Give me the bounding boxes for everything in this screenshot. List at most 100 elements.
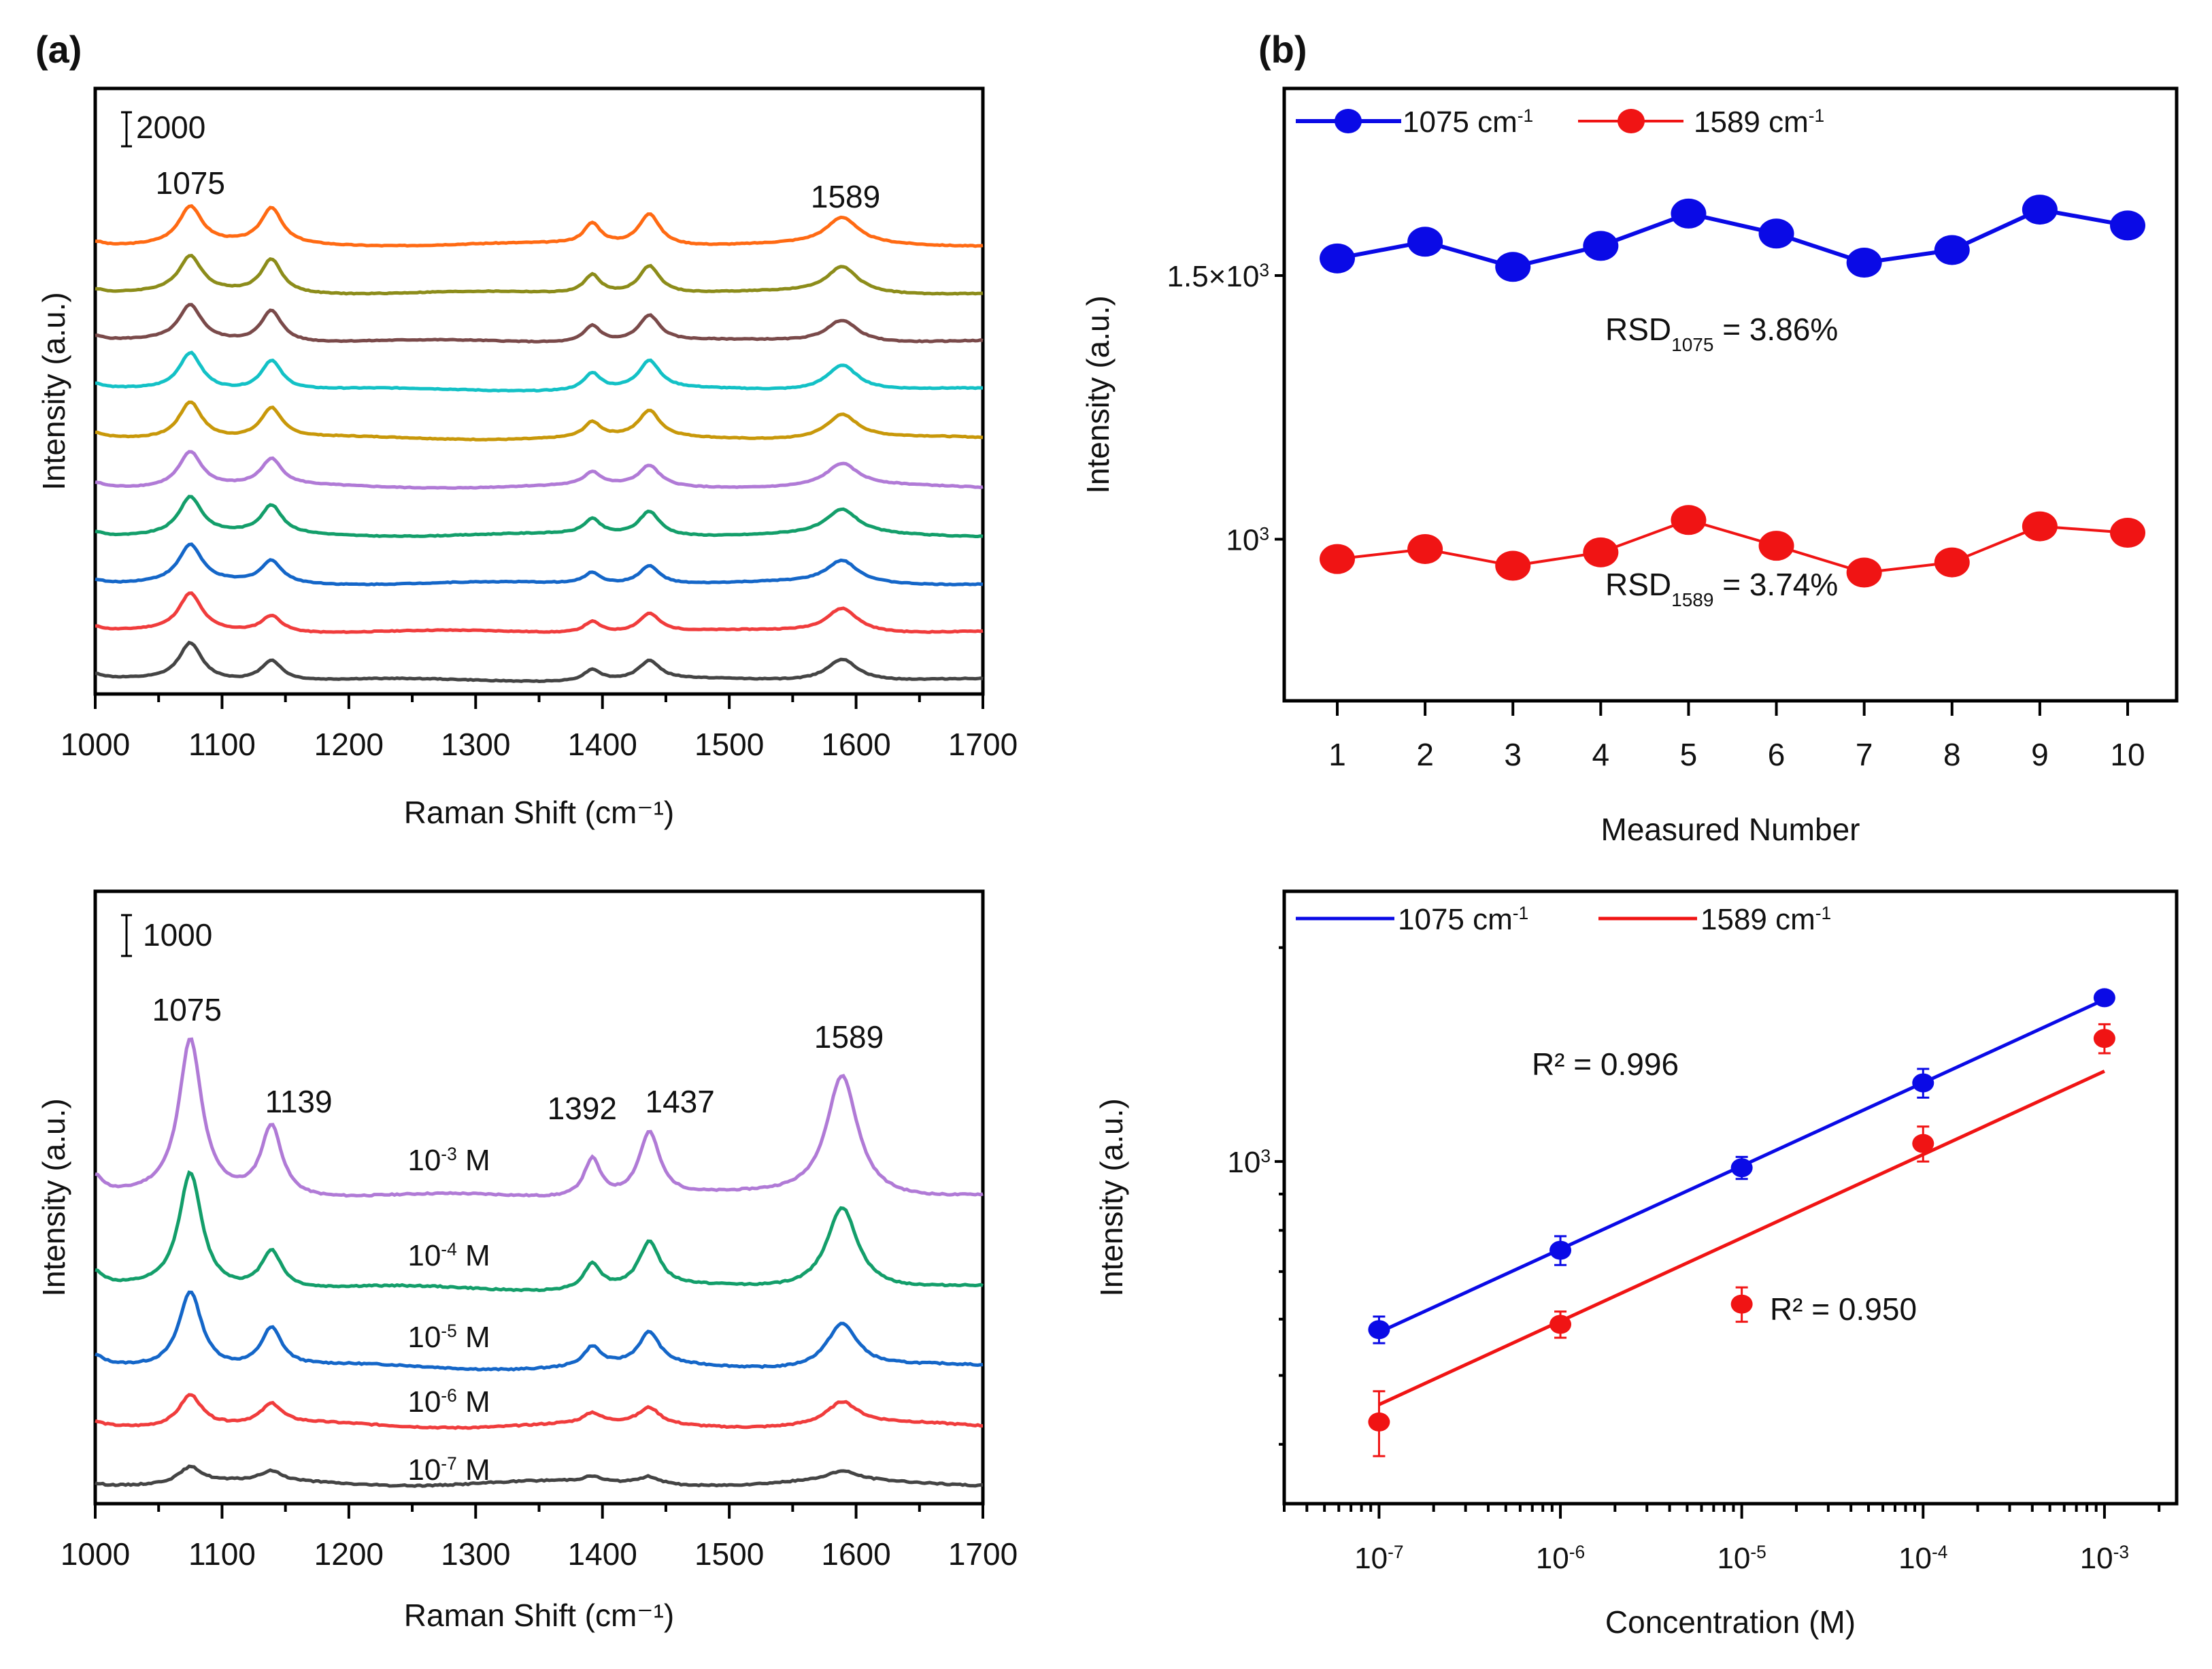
- x-tick-label: 1200: [314, 1536, 384, 1572]
- data-point: [1758, 218, 1794, 249]
- legend-label-1589: 1589 cm-1: [1694, 105, 1824, 139]
- peak-label: 1075: [156, 165, 225, 201]
- spectrum-line-6: [95, 450, 984, 490]
- rsd-annotation: RSD1075 = 3.86%: [1605, 312, 1838, 355]
- spectrum-line-8: [95, 542, 984, 586]
- peak-label: 1589: [814, 1019, 884, 1055]
- legend-marker-1075: [1335, 109, 1362, 133]
- x-tick-label: 10-4: [1898, 1542, 1947, 1575]
- x-tick-label: 6: [1768, 737, 1786, 772]
- spectrum-line-4: [95, 350, 983, 393]
- data-point: [1407, 227, 1443, 257]
- series-line-0: [1337, 207, 2128, 269]
- spectrum-line-10: [95, 640, 984, 684]
- data-point: [2022, 195, 2058, 225]
- spectrum-line-2: [95, 253, 984, 296]
- spectrum-line--5: [95, 1290, 984, 1372]
- x-tick-label: 9: [2031, 737, 2049, 772]
- plot-frame-reproducibility: [1282, 86, 2179, 703]
- data-point: [1549, 1315, 1572, 1334]
- peak-label: 1075: [152, 992, 222, 1027]
- x-tick-label: 1600: [821, 1536, 890, 1572]
- y-tick-label: 1.5×103: [1167, 260, 1270, 293]
- data-point: [1320, 243, 1355, 274]
- x-tick-label: 10-7: [1354, 1542, 1403, 1575]
- spectrum-line-7: [95, 495, 984, 538]
- data-point: [2093, 988, 2115, 1008]
- rsd-annotation: RSD1589 = 3.74%: [1605, 567, 1838, 610]
- data-point: [1320, 544, 1355, 574]
- plot-frame-calibration: [1282, 889, 2179, 1506]
- legend-label-1075: 1075 cm-1: [1398, 903, 1528, 936]
- x-tick-label: 3: [1504, 737, 1522, 772]
- data-point: [1934, 235, 1970, 265]
- data-point: [1368, 1320, 1390, 1340]
- y-axis-label: Intensity (a.u.): [1080, 295, 1116, 493]
- concentration-label: 10-4 M: [407, 1239, 490, 1272]
- data-point: [1549, 1240, 1572, 1260]
- x-tick-label: 1400: [568, 1536, 637, 1572]
- data-point: [1730, 1158, 1753, 1178]
- x-axis-label: Concentration (M): [1605, 1604, 1856, 1640]
- r-squared-annotation: R² = 0.950: [1770, 1291, 1917, 1327]
- panel-label-b: (b): [1258, 28, 1307, 71]
- peak-label: 1392: [548, 1091, 617, 1126]
- peak-label: 1139: [265, 1084, 333, 1119]
- spectrum-line-3: [95, 303, 984, 344]
- panel-label-a: (a): [35, 28, 82, 71]
- plot-frame-spectra-concentration: [93, 889, 985, 1506]
- data-point: [1730, 1294, 1753, 1314]
- x-tick-label: 10-3: [2080, 1542, 2129, 1575]
- data-point: [2110, 210, 2145, 241]
- data-point: [1912, 1073, 1934, 1093]
- spectrum-line--6: [95, 1393, 983, 1430]
- x-tick-label: 2: [1416, 737, 1434, 772]
- data-point: [2093, 1029, 2115, 1048]
- y-axis-label: Intensity (a.u.): [1094, 1098, 1129, 1296]
- x-tick-label: 1300: [441, 1536, 510, 1572]
- x-tick-label: 5: [1680, 737, 1698, 772]
- x-tick-label: 10-5: [1717, 1542, 1766, 1575]
- spectrum-line--3: [95, 1037, 984, 1198]
- data-point: [1934, 547, 1970, 578]
- spectrum-line-9: [95, 591, 984, 634]
- x-tick-label: 4: [1592, 737, 1610, 772]
- spectrum-line--4: [95, 1170, 984, 1293]
- x-axis-label: Raman Shift (cm⁻¹): [404, 795, 674, 830]
- x-tick-label: 1000: [61, 727, 130, 762]
- data-point: [1846, 557, 1882, 588]
- data-point: [1758, 531, 1794, 561]
- y-tick-label: 103: [1227, 1146, 1271, 1179]
- data-point: [2022, 511, 2058, 542]
- x-tick-label: 1700: [948, 727, 1018, 762]
- y-tick-label: 103: [1226, 524, 1269, 557]
- data-point: [1671, 198, 1707, 229]
- data-point: [1495, 252, 1531, 282]
- legend-label-1075: 1075 cm-1: [1403, 105, 1533, 139]
- x-tick-label: 1100: [188, 1536, 256, 1572]
- x-tick-label: 1100: [188, 727, 256, 762]
- spectrum-line-1: [95, 204, 984, 248]
- data-point: [1912, 1134, 1934, 1153]
- y-axis-label: Intensity (a.u.): [36, 1098, 71, 1296]
- scale-bar-label: 2000: [136, 110, 205, 145]
- x-axis-label: Measured Number: [1601, 812, 1860, 847]
- spectrum-line-5: [95, 400, 984, 442]
- data-point: [1368, 1412, 1390, 1432]
- legend-label-1589: 1589 cm-1: [1700, 903, 1831, 936]
- legend-marker-1589: [1618, 109, 1645, 133]
- concentration-label: 10-5 M: [407, 1321, 490, 1354]
- scale-bar-label: 1000: [143, 917, 212, 953]
- x-tick-label: 10: [2110, 737, 2145, 772]
- x-tick-label: 1700: [948, 1536, 1018, 1572]
- peak-label: 1589: [811, 179, 880, 214]
- fit-line-1: [1378, 1070, 2105, 1406]
- x-tick-label: 1400: [568, 727, 637, 762]
- data-point: [1407, 533, 1443, 564]
- concentration-label: 10-6 M: [407, 1385, 490, 1419]
- x-tick-label: 10-6: [1536, 1542, 1585, 1575]
- x-tick-label: 1: [1328, 737, 1346, 772]
- x-tick-label: 1200: [314, 727, 384, 762]
- concentration-label: 10-3 M: [407, 1144, 490, 1177]
